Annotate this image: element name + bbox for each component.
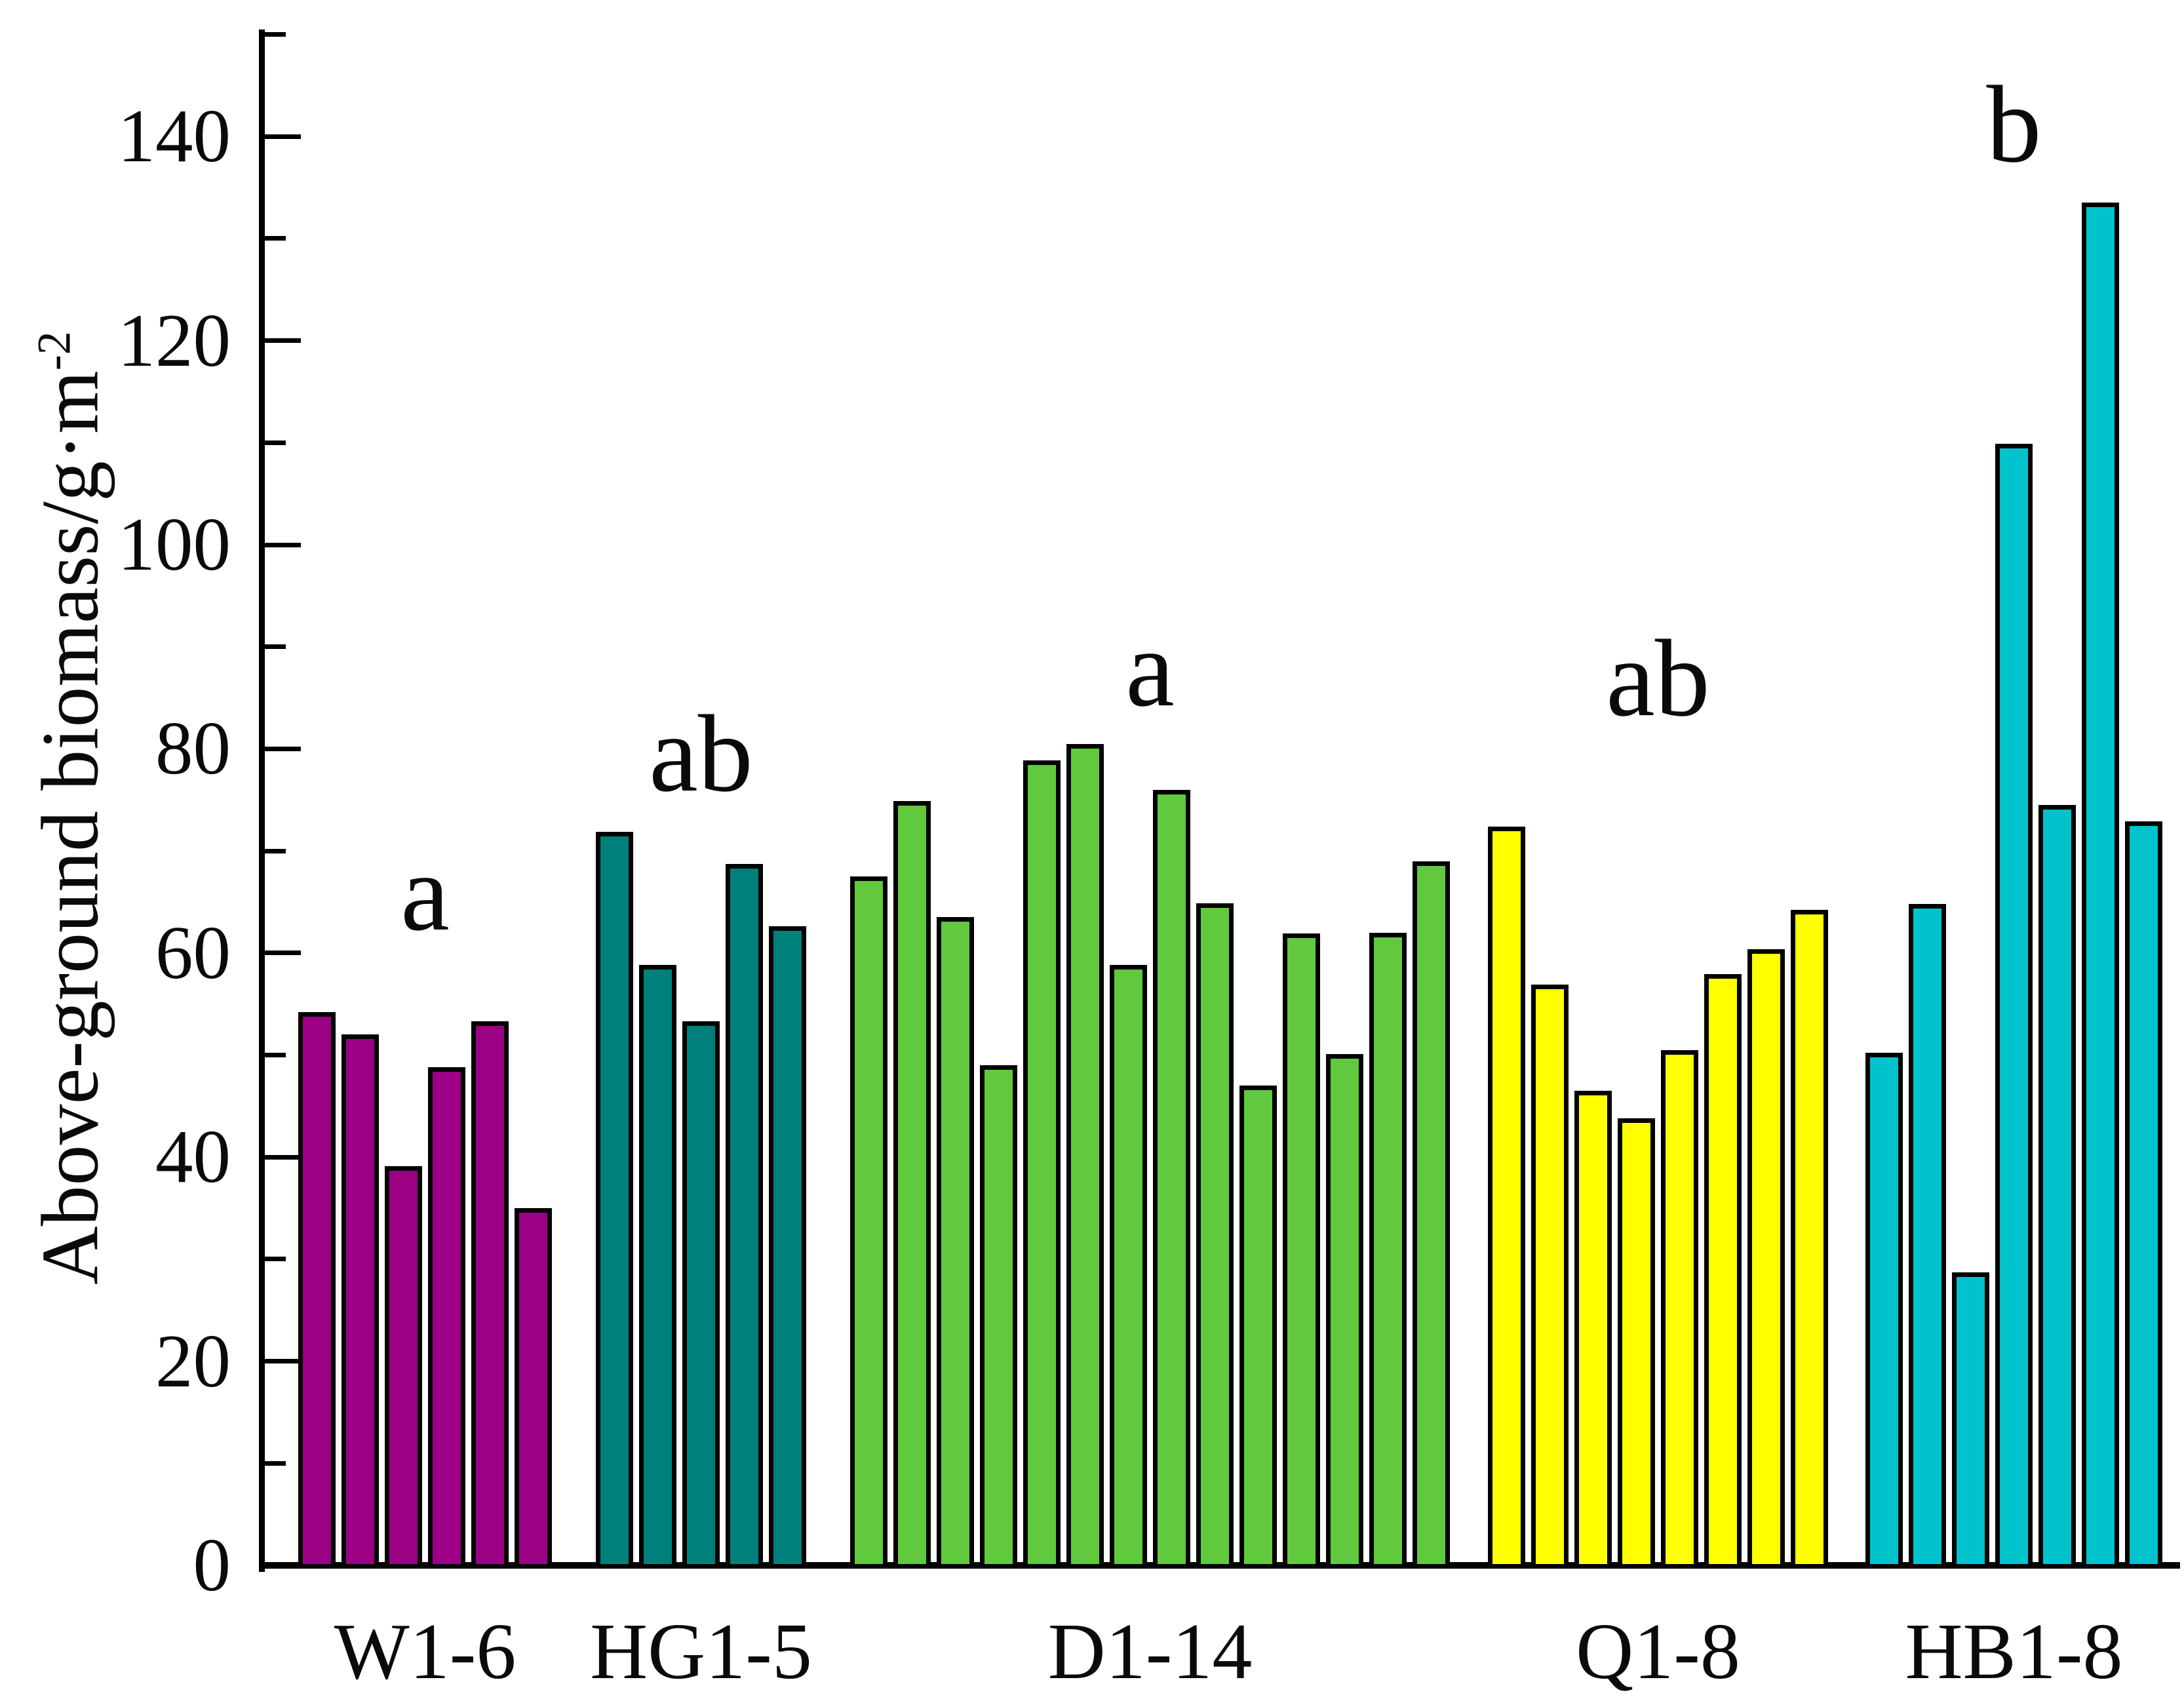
bar-q1-8-8 xyxy=(1791,910,1828,1569)
bar-d1-14-2 xyxy=(893,800,931,1569)
significance-letter-hb1-8: b xyxy=(1986,64,2042,186)
significance-letter-q1-8: ab xyxy=(1606,617,1710,739)
y-axis-tick-label: 120 xyxy=(117,298,231,382)
y-axis-minor-tick xyxy=(263,1053,286,1057)
bar-hb1-8-1 xyxy=(1865,1053,1903,1569)
y-axis-minor-tick xyxy=(263,32,286,37)
bar-w1-6-5 xyxy=(471,1021,509,1569)
x-axis-group-label-q1-8: Q1-8 xyxy=(1576,1607,1740,1696)
bar-d1-14-6 xyxy=(1066,743,1104,1569)
y-axis-major-tick xyxy=(263,134,301,139)
bar-hg1-5-3 xyxy=(682,1021,720,1569)
bar-q1-8-6 xyxy=(1704,974,1742,1569)
bar-d1-14-10 xyxy=(1239,1086,1277,1569)
bar-d1-14-11 xyxy=(1283,933,1320,1569)
bar-hg1-5-5 xyxy=(769,926,806,1569)
bar-q1-8-5 xyxy=(1661,1049,1698,1569)
y-axis-major-tick xyxy=(263,746,301,751)
y-axis-title: Above-ground biomass/g·m-2 xyxy=(8,215,116,1401)
y-axis-major-tick xyxy=(263,1359,301,1364)
y-axis-minor-tick xyxy=(263,236,286,241)
bar-hb1-8-4 xyxy=(1995,443,2033,1569)
significance-letter-w1-6: a xyxy=(400,832,450,954)
bar-w1-6-4 xyxy=(428,1067,465,1569)
y-axis-major-tick xyxy=(263,950,301,956)
bar-q1-8-4 xyxy=(1618,1118,1655,1569)
bar-hb1-8-2 xyxy=(1909,904,1946,1569)
x-axis-group-label-w1-6: W1-6 xyxy=(334,1607,517,1696)
y-axis-major-tick xyxy=(263,1563,301,1568)
y-axis-minor-tick xyxy=(263,1257,286,1262)
y-axis-tick-label: 140 xyxy=(117,94,231,178)
bar-w1-6-2 xyxy=(341,1034,379,1569)
bar-hg1-5-2 xyxy=(639,965,676,1569)
x-axis-group-label-hb1-8: HB1-8 xyxy=(1905,1607,2123,1696)
bar-hg1-5-4 xyxy=(726,864,763,1569)
bar-d1-14-12 xyxy=(1326,1053,1363,1569)
y-axis-tick-label: 80 xyxy=(155,707,231,791)
y-axis-tick-label: 60 xyxy=(155,911,231,994)
bar-w1-6-3 xyxy=(385,1166,422,1569)
y-axis-tick-label: 0 xyxy=(193,1523,231,1607)
bar-d1-14-5 xyxy=(1023,760,1061,1569)
bar-hb1-8-7 xyxy=(2125,821,2162,1569)
bar-w1-6-6 xyxy=(515,1208,552,1569)
bar-d1-14-9 xyxy=(1196,903,1234,1569)
bar-q1-8-3 xyxy=(1574,1090,1612,1569)
y-axis-line xyxy=(259,29,265,1572)
y-axis-minor-tick xyxy=(263,1460,286,1466)
y-axis-minor-tick xyxy=(263,644,286,650)
bar-d1-14-4 xyxy=(980,1065,1017,1569)
significance-letter-hg1-5: ab xyxy=(649,693,753,815)
significance-letter-d1-14: a xyxy=(1125,608,1175,730)
bar-q1-8-1 xyxy=(1488,826,1525,1569)
bar-d1-14-14 xyxy=(1413,861,1450,1569)
y-axis-major-tick xyxy=(263,338,301,343)
bar-hg1-5-1 xyxy=(596,831,633,1569)
x-axis-group-label-d1-14: D1-14 xyxy=(1047,1607,1253,1696)
bar-q1-8-2 xyxy=(1531,985,1569,1569)
bar-hb1-8-5 xyxy=(2038,805,2076,1569)
y-axis-major-tick xyxy=(263,542,301,547)
y-axis-minor-tick xyxy=(263,440,286,445)
bar-d1-14-7 xyxy=(1110,965,1147,1569)
y-axis-tick-label: 100 xyxy=(117,503,231,586)
bar-d1-14-13 xyxy=(1369,932,1407,1569)
x-axis-group-label-hg1-5: HG1-5 xyxy=(590,1607,812,1696)
bar-hb1-8-6 xyxy=(2082,203,2119,1569)
bar-d1-14-3 xyxy=(937,917,974,1569)
bar-q1-8-7 xyxy=(1747,949,1785,1569)
y-axis-minor-tick xyxy=(263,848,286,853)
y-axis-tick-label: 20 xyxy=(155,1319,231,1403)
bar-w1-6-1 xyxy=(298,1012,336,1569)
y-axis-major-tick xyxy=(263,1154,301,1160)
bar-d1-14-1 xyxy=(850,876,887,1569)
bar-hb1-8-3 xyxy=(1952,1272,1989,1569)
bar-d1-14-8 xyxy=(1153,789,1190,1569)
y-axis-tick-label: 40 xyxy=(155,1115,231,1199)
